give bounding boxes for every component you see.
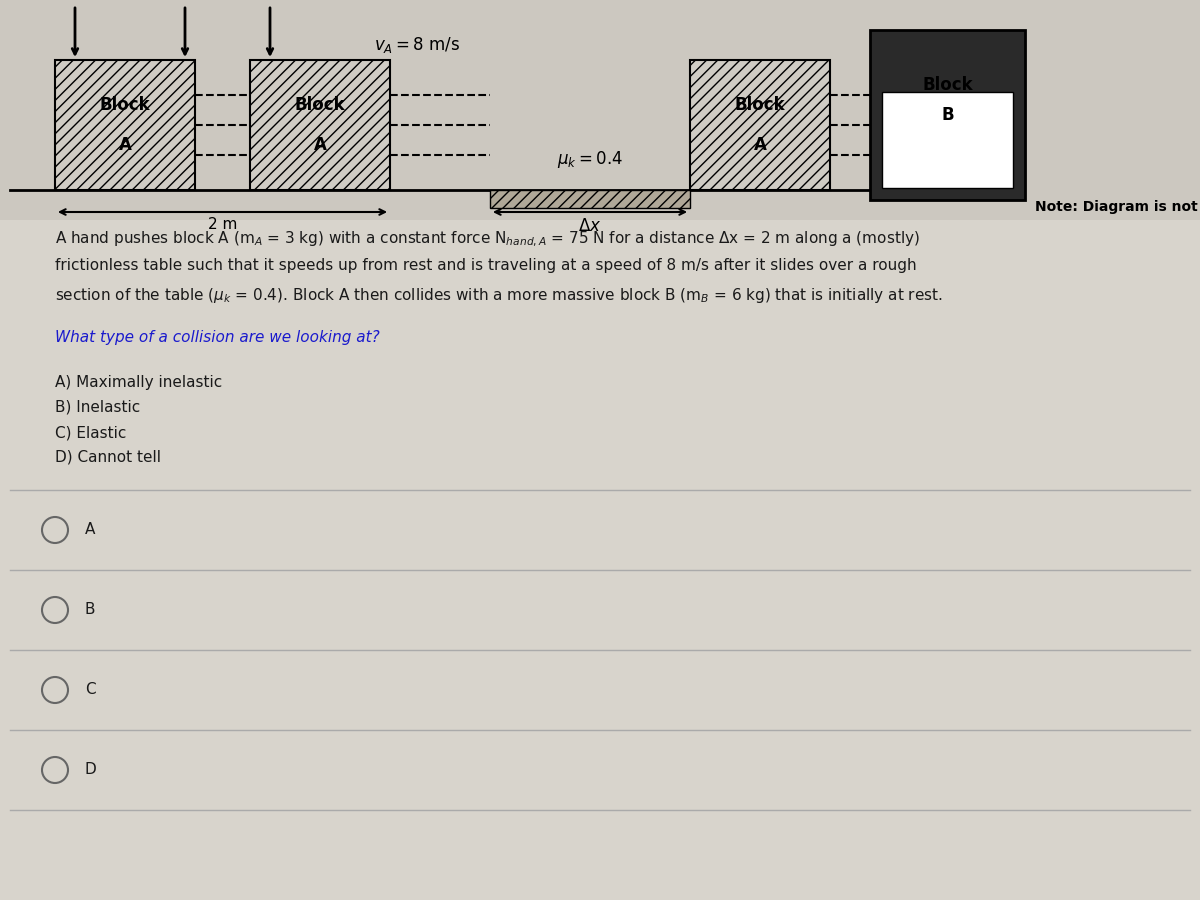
Text: 2 m: 2 m bbox=[208, 217, 238, 232]
Text: A: A bbox=[313, 136, 326, 154]
Text: C: C bbox=[85, 682, 96, 698]
Text: A: A bbox=[754, 136, 767, 154]
Bar bbox=[870, 30, 1025, 200]
Bar bbox=[882, 92, 1013, 188]
Text: section of the table ($\mu_k$ = 0.4). Block A then collides with a more massive : section of the table ($\mu_k$ = 0.4). Bl… bbox=[55, 286, 943, 305]
Bar bbox=[490, 190, 690, 208]
Text: B: B bbox=[941, 106, 954, 124]
Text: What type of a collision are we looking at?: What type of a collision are we looking … bbox=[55, 330, 379, 345]
Bar bbox=[250, 60, 390, 190]
Bar bbox=[690, 60, 830, 190]
Text: frictionless table such that it speeds up from rest and is traveling at a speed : frictionless table such that it speeds u… bbox=[55, 258, 917, 273]
Text: C) Elastic: C) Elastic bbox=[55, 425, 126, 440]
Text: Block: Block bbox=[734, 96, 785, 114]
Text: A) Maximally inelastic: A) Maximally inelastic bbox=[55, 375, 222, 390]
Text: B: B bbox=[85, 602, 96, 617]
Text: Note: Diagram is not drawn to scale: Note: Diagram is not drawn to scale bbox=[1034, 200, 1200, 214]
Text: Block: Block bbox=[295, 96, 346, 114]
Text: A: A bbox=[119, 136, 132, 154]
Bar bbox=[0, 0, 1200, 220]
Text: A: A bbox=[85, 523, 95, 537]
Text: A hand pushes block A (m$_A$ = 3 kg) with a constant force N$_{hand, A}$ = 75 N : A hand pushes block A (m$_A$ = 3 kg) wit… bbox=[55, 230, 920, 249]
Text: Block: Block bbox=[100, 96, 150, 114]
Text: Block: Block bbox=[922, 76, 973, 94]
Text: D: D bbox=[85, 762, 97, 778]
Text: $\mu_k = 0.4$: $\mu_k = 0.4$ bbox=[557, 149, 623, 170]
Text: $v_A = 8$ m/s: $v_A = 8$ m/s bbox=[373, 35, 460, 55]
Text: B) Inelastic: B) Inelastic bbox=[55, 400, 140, 415]
Text: $\Delta x$: $\Delta x$ bbox=[578, 217, 601, 235]
Text: D) Cannot tell: D) Cannot tell bbox=[55, 450, 161, 465]
Bar bbox=[55, 60, 194, 190]
